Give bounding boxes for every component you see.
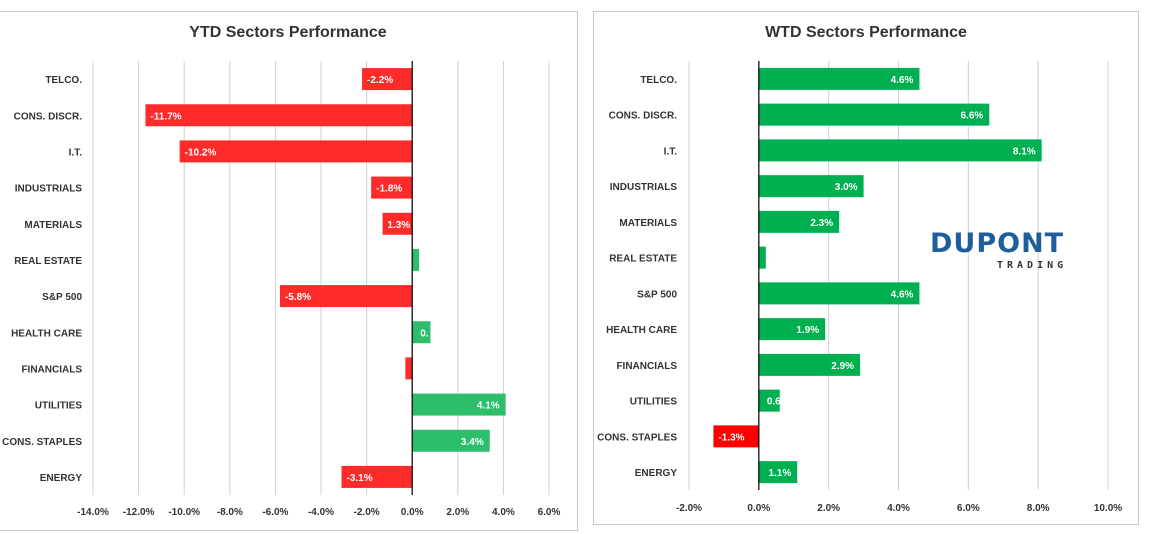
wtd-category-label: S&P 500 [637, 289, 677, 300]
wtd-data-label: 2.3% [810, 218, 833, 229]
ytd-data-label: 0. [420, 328, 429, 339]
ytd-bar [412, 321, 431, 344]
ytd-category-label: HEALTH CARE [11, 328, 82, 339]
ytd-data-label: -1.8% [376, 184, 402, 195]
wtd-category-label: MATERIALS [619, 218, 677, 229]
ytd-bar [279, 285, 413, 308]
wtd-chart-title: WTD Sectors Performance [765, 24, 967, 41]
ytd-bar [341, 465, 413, 488]
wtd-bar [758, 282, 920, 305]
ytd-category-label: CONS. STAPLES [2, 437, 82, 448]
wtd-x-tick-label: 8.0% [1027, 503, 1050, 514]
wtd-bar [758, 353, 861, 376]
ytd-x-tick-label: -4.0% [308, 507, 334, 518]
wtd-data-label: 4.6% [891, 75, 914, 86]
wtd-bar [758, 175, 864, 198]
ytd-data-label: -11.7% [150, 111, 181, 122]
wtd-data-label: 6.6% [960, 111, 983, 122]
ytd-data-label: -3.1% [347, 473, 373, 484]
wtd-x-tick-label: 2.0% [817, 503, 840, 514]
wtd-data-label: 2.9% [831, 361, 854, 372]
ytd-data-label: 4.1% [477, 401, 500, 412]
ytd-bar [382, 212, 413, 235]
ytd-x-tick-label: 4.0% [492, 507, 515, 518]
ytd-category-label: CONS. DISCR. [14, 111, 83, 122]
wtd-data-label: 0.6 [767, 397, 781, 408]
ytd-bar [362, 68, 413, 91]
ytd-bar [412, 393, 506, 416]
wtd-category-label: REAL ESTATE [609, 254, 677, 265]
wtd-bar [758, 389, 780, 412]
ytd-data-label: -2.2% [367, 75, 393, 86]
ytd-data-label: 3.4% [461, 437, 484, 448]
ytd-bar [371, 176, 413, 199]
ytd-category-label: ENERGY [40, 473, 83, 484]
wtd-data-label: 3.0% [835, 182, 858, 193]
wtd-bar [758, 139, 1042, 162]
ytd-category-label: UTILITIES [35, 401, 83, 412]
ytd-x-tick-label: -10.0% [168, 507, 200, 518]
ytd-data-label: 1.3% [387, 220, 410, 231]
wtd-category-label: UTILITIES [630, 397, 678, 408]
ytd-bar [412, 248, 420, 271]
wtd-chart-panel: WTD Sectors Performance [593, 11, 1139, 525]
ytd-bar [405, 357, 413, 380]
dupont-trading-logo: DUPONT TRADING [930, 228, 1070, 278]
wtd-bar [758, 461, 798, 484]
ytd-x-tick-label: 6.0% [538, 507, 561, 518]
ytd-category-label: FINANCIALS [21, 364, 82, 375]
wtd-bar [713, 425, 759, 448]
ytd-bar [412, 429, 490, 452]
wtd-x-tick-label: 0.0% [747, 503, 770, 514]
wtd-data-label: 8.1% [1013, 146, 1036, 157]
wtd-data-label: 1.1% [768, 468, 791, 479]
wtd-category-label: FINANCIALS [616, 361, 677, 372]
wtd-category-label: ENERGY [635, 468, 678, 479]
wtd-bar [758, 67, 920, 90]
ytd-category-label: S&P 500 [42, 292, 82, 303]
wtd-bar [758, 103, 990, 126]
wtd-bar [758, 210, 840, 233]
ytd-chart-title: YTD Sectors Performance [189, 24, 387, 41]
wtd-bar [758, 318, 826, 341]
wtd-category-label: HEALTH CARE [606, 325, 677, 336]
wtd-x-tick-label: 10.0% [1094, 503, 1122, 514]
wtd-data-label: 4.6% [891, 289, 914, 300]
wtd-category-label: CONS. STAPLES [597, 432, 677, 443]
wtd-data-label: -1.3% [718, 432, 744, 443]
wtd-x-tick-label: -2.0% [676, 503, 702, 514]
logo-subtitle: TRADING [997, 260, 1068, 271]
ytd-data-label: -10.2% [185, 147, 217, 158]
ytd-x-tick-label: 2.0% [446, 507, 469, 518]
logo-wordmark: DUPONT [930, 228, 1065, 259]
wtd-data-label: 1.9% [796, 325, 819, 336]
ytd-x-tick-label: -6.0% [262, 507, 288, 518]
ytd-bar [179, 140, 413, 163]
wtd-category-label: TELCO. [640, 75, 677, 86]
wtd-bar [758, 246, 766, 269]
ytd-chart-panel: YTD Sectors Performance [0, 11, 578, 531]
wtd-x-tick-label: 6.0% [957, 503, 980, 514]
ytd-x-tick-label: -8.0% [217, 507, 243, 518]
wtd-category-label: CONS. DISCR. [609, 111, 678, 122]
ytd-x-tick-label: 0.0% [401, 507, 424, 518]
wtd-category-label: I.T. [664, 146, 678, 157]
ytd-plot: -14.0% -12.0% -10.0% -8.0% -6.0% -4.0% -2.0% 0.… [2, 61, 561, 518]
ytd-x-tick-label: -2.0% [354, 507, 380, 518]
ytd-x-tick-label: -12.0% [123, 507, 155, 518]
ytd-bar [145, 104, 413, 127]
ytd-category-label: INDUSTRIALS [15, 184, 83, 195]
wtd-x-tick-label: 4.0% [887, 503, 910, 514]
wtd-category-label: INDUSTRIALS [610, 182, 678, 193]
wtd-plot: -2.0% 0.0% 2.0% 4.0% 6.0% 8.0% 10.0% TELCO. 4.6%… [597, 61, 1122, 514]
ytd-x-tick-label: -14.0% [77, 507, 109, 518]
ytd-category-label: I.T. [69, 147, 83, 158]
ytd-category-label: REAL ESTATE [14, 256, 82, 267]
ytd-data-label: -5.8% [285, 292, 311, 303]
ytd-category-label: MATERIALS [24, 220, 82, 231]
ytd-category-label: TELCO. [45, 75, 82, 86]
